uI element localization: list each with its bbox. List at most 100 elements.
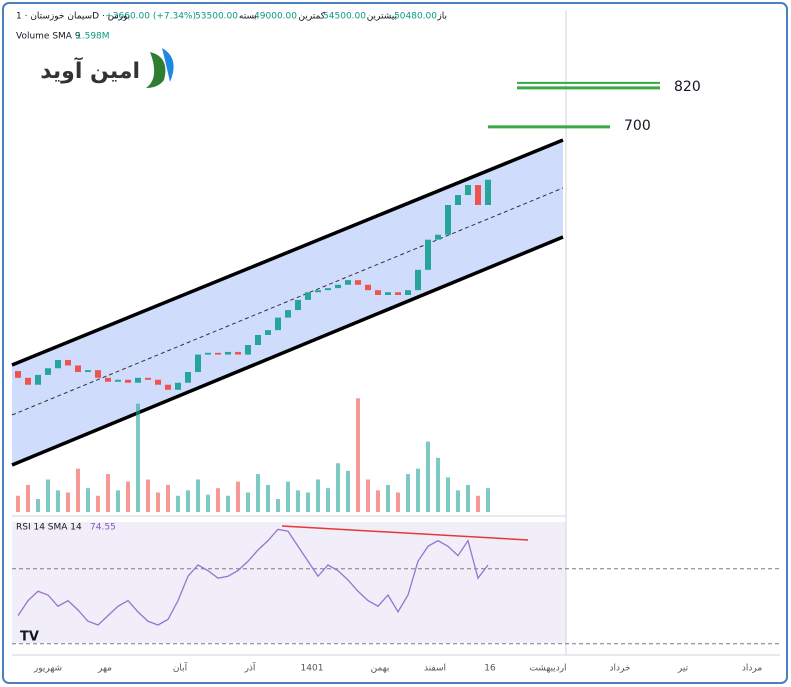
x-tick-label: 1401 (301, 664, 324, 674)
volume-bar (136, 403, 140, 512)
candle (45, 368, 51, 375)
candle (275, 317, 281, 331)
volume-bar (446, 477, 450, 512)
rsi-line (17, 528, 489, 626)
volume-bar (276, 499, 280, 512)
x-tick-label: آبان (173, 662, 188, 674)
x-tick-label: مرداد (742, 664, 762, 674)
candle (485, 179, 491, 205)
candle (115, 379, 121, 382)
candle (385, 292, 391, 295)
volume-bar (16, 495, 20, 512)
volume-bar (76, 468, 80, 512)
open-label: باز (436, 12, 447, 22)
rsi-trendline (281, 525, 529, 541)
x-tick-label: اسفند (424, 664, 446, 674)
volume-label: Volume SMA 9 (16, 32, 81, 42)
volume-bar (386, 484, 390, 512)
volume-bar (56, 490, 60, 512)
candle (475, 185, 481, 205)
open-value: 50480.00 (394, 12, 437, 22)
candle (195, 354, 201, 373)
rsi-band (12, 522, 566, 643)
volume-bar (146, 479, 150, 512)
volume-bar (166, 484, 170, 512)
candle (55, 359, 61, 369)
candle (425, 239, 431, 270)
x-tick-label: اردیبهشت (529, 664, 566, 674)
volume-bar (206, 494, 210, 512)
volume-bar (246, 492, 250, 512)
volume-bar (126, 481, 130, 512)
volume-bar (86, 488, 90, 512)
volume-bar (356, 398, 360, 512)
volume-bar (316, 479, 320, 512)
candle (175, 382, 181, 390)
x-tick-label: تیر (677, 664, 689, 674)
volume-bar (186, 490, 190, 512)
channel-top (11, 138, 564, 367)
volume-bar (156, 492, 160, 512)
x-tick-label: خرداد (609, 664, 630, 674)
symbol: سیمان خوزستان · 1D · بورس (16, 12, 130, 22)
volume-bar (226, 495, 230, 512)
candle (75, 365, 81, 373)
volume-bar (236, 481, 240, 512)
volume-bar (426, 441, 430, 512)
candle (455, 195, 461, 205)
volume-bar (366, 479, 370, 512)
volume-bar (466, 484, 470, 512)
candle (135, 377, 141, 383)
logo: امین آوید (40, 48, 174, 88)
candle (445, 204, 451, 235)
volume-bar (396, 492, 400, 512)
volume-bar (326, 488, 330, 512)
candle (205, 352, 211, 355)
rsi-value: 74.55 (90, 523, 116, 533)
candle (375, 290, 381, 295)
volume-bar (36, 499, 40, 512)
volume-bar (266, 484, 270, 512)
candle (305, 292, 311, 300)
candle (355, 280, 361, 285)
candle (295, 299, 301, 311)
high-label: بیشترین (367, 12, 397, 22)
volume-bar (416, 468, 420, 512)
volume-bar (436, 457, 440, 512)
candle (85, 370, 91, 373)
volume-bar (66, 492, 70, 512)
close-value: 53500.00 (195, 12, 238, 22)
candle (465, 185, 471, 196)
volume-bar (476, 495, 480, 512)
candle (335, 284, 341, 289)
tv-logo: TV (20, 630, 39, 645)
volume-bar (296, 490, 300, 512)
volume-bar (346, 470, 350, 512)
channel-mid (11, 187, 564, 416)
candle (185, 372, 191, 383)
logo-text: امین آوید (40, 56, 140, 84)
candle (125, 379, 131, 383)
candle (245, 345, 251, 355)
volume-bar (106, 474, 110, 512)
candle (315, 290, 321, 293)
x-tick-label: 16 (484, 664, 496, 674)
candle (165, 384, 171, 390)
low-value: 49000.00 (254, 12, 297, 22)
volume-bar (456, 490, 460, 512)
candle (25, 377, 31, 385)
candle (435, 234, 441, 240)
candle (65, 359, 71, 366)
candle (405, 290, 411, 295)
candle (415, 269, 421, 291)
volume-bar (286, 481, 290, 512)
volume-bar (306, 492, 310, 512)
level-label: 700 (624, 118, 651, 134)
candle (345, 280, 351, 285)
channel-bottom (11, 235, 564, 467)
volume-bar (26, 484, 30, 512)
volume-bar (406, 474, 410, 512)
